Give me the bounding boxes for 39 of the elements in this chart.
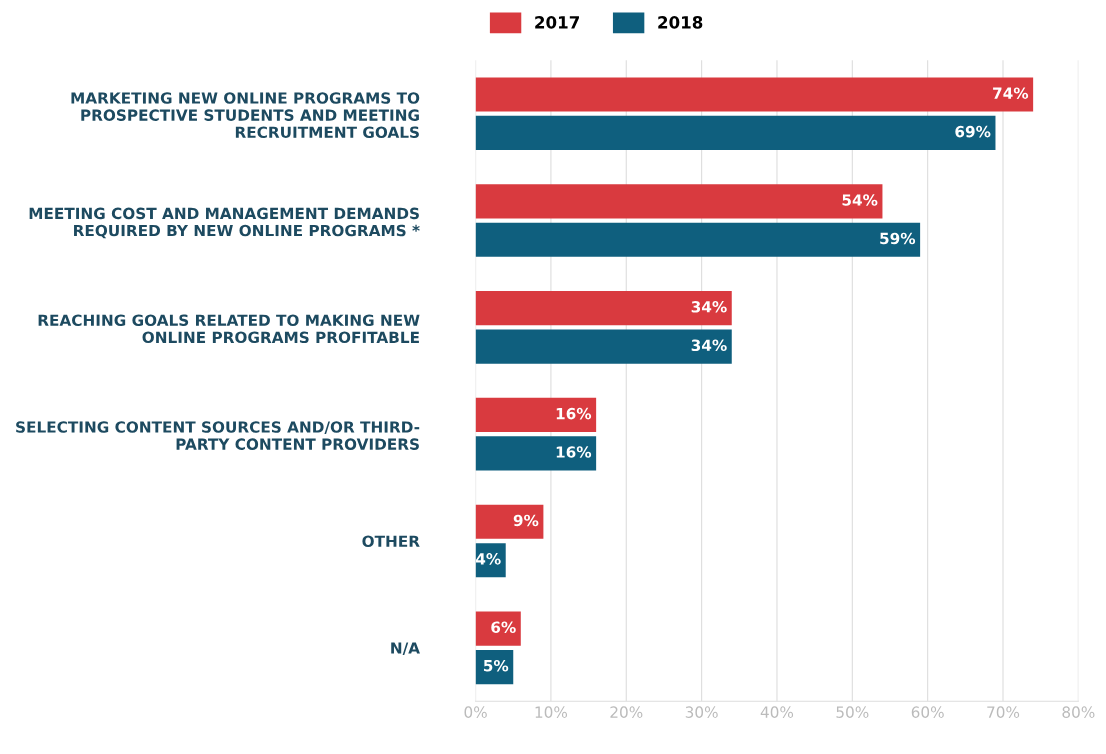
- data-label: 34%: [691, 301, 727, 313]
- y-tick-label: OTHER: [362, 535, 420, 548]
- data-label: 74%: [993, 87, 1029, 99]
- bar: [475, 115, 996, 151]
- bar: [475, 291, 732, 326]
- data-label: 16%: [556, 407, 592, 420]
- x-tick-label: 40%: [760, 706, 794, 718]
- bar: [475, 77, 1034, 112]
- data-label: 5%: [483, 659, 509, 672]
- bar: [475, 397, 597, 433]
- legend-label: 2017: [535, 16, 579, 29]
- bar: [475, 611, 521, 646]
- data-label: 16%: [556, 446, 592, 458]
- x-tick-label: 10%: [535, 706, 568, 718]
- data-label: 54%: [842, 194, 878, 206]
- data-label: 69%: [955, 125, 991, 138]
- x-tick-label: 50%: [836, 706, 869, 718]
- y-tick-label: MARKETING NEW ONLINE PROGRAMS TO PROSPECTIVE STUDENTS AND MEETING RECRUITMENT GOALS: [71, 92, 420, 139]
- legend-label: 2018: [658, 16, 703, 29]
- y-tick-label: MEETING COST AND MANAGEMENT DEMANDS REQUIRED BY NEW ONLINE PROGRAMS *: [29, 207, 420, 239]
- bar: [475, 329, 732, 364]
- data-label: 4%: [475, 553, 501, 565]
- bar: [475, 184, 883, 219]
- x-tick-label: 70%: [987, 706, 1020, 718]
- x-tick-label: 60%: [911, 706, 944, 718]
- x-tick-label: 20%: [610, 706, 643, 718]
- y-tick-label: N/A: [391, 642, 420, 656]
- data-label: 59%: [880, 232, 916, 245]
- data-label: 9%: [513, 514, 539, 527]
- y-tick-label: REACHING GOALS RELATED TO MAKING NEW ONLINE PROGRAMS PROFITABLE: [38, 314, 420, 344]
- data-label: 6%: [491, 621, 516, 634]
- x-tick-label: 30%: [685, 706, 718, 718]
- data-label: 34%: [691, 339, 727, 352]
- bar: [475, 222, 921, 257]
- x-tick-label: 0%: [464, 706, 487, 718]
- y-tick-label: SELECTING CONTENT SOURCES AND/OR THIRD- PARTY CONTENT PROVIDERS: [16, 421, 420, 450]
- x-tick-label: 80%: [1062, 706, 1095, 718]
- bar: [475, 436, 597, 471]
- bar: [475, 504, 544, 539]
